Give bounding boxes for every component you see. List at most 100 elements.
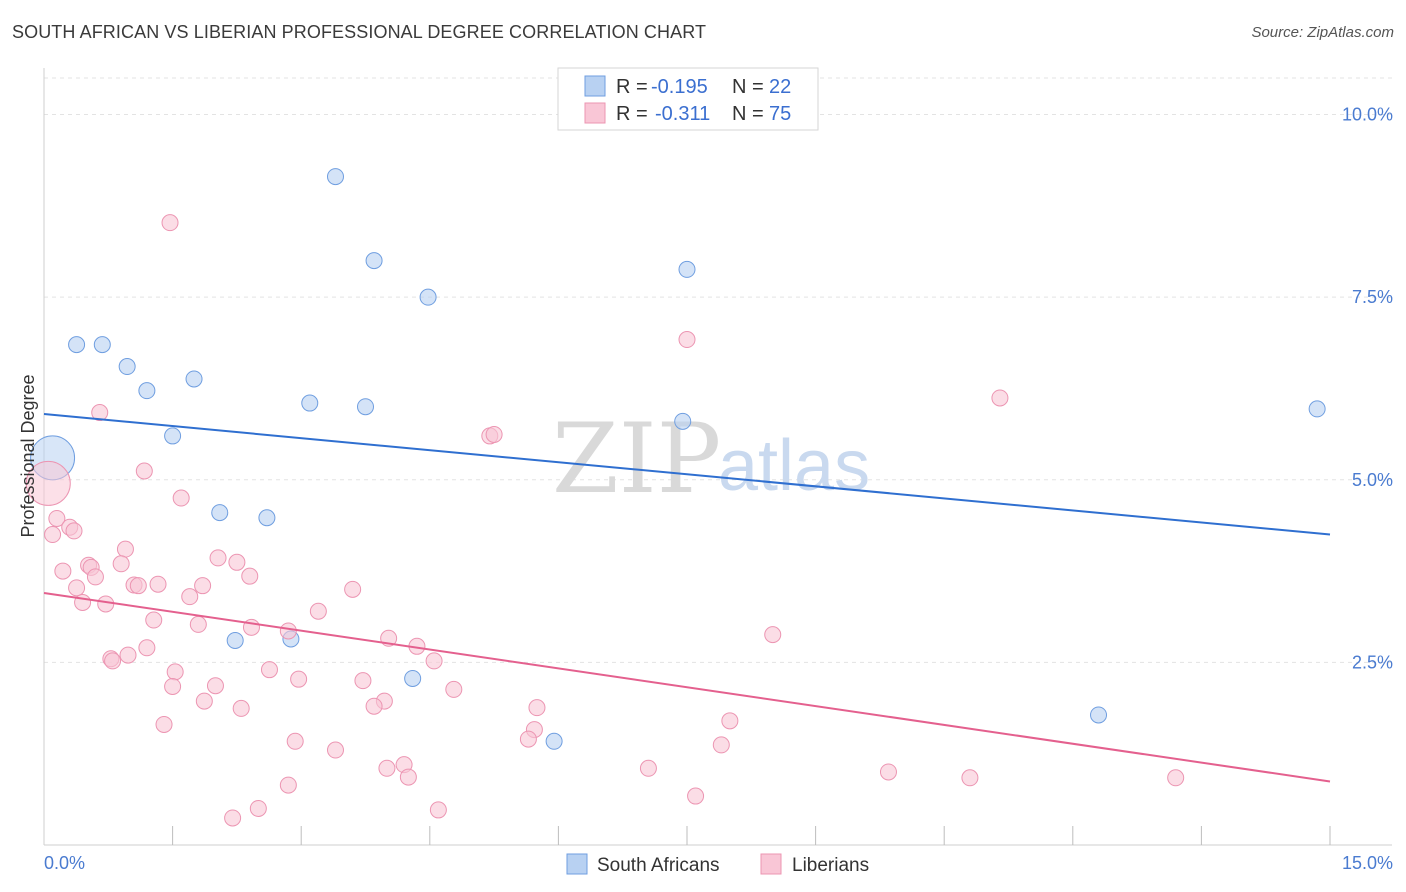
scatter-point (206, 677, 224, 695)
scatter-point (226, 631, 244, 649)
scatter-point (528, 699, 546, 717)
scatter-point (879, 763, 897, 781)
legend-r-value-blue: -0.195 (651, 76, 708, 98)
scatter-point (445, 680, 463, 698)
scatter-point (344, 580, 362, 598)
scatter-point (249, 799, 267, 817)
watermark: ZIP atlas (552, 403, 870, 515)
series-legend: South Africans Liberians (566, 853, 869, 876)
scatter-point (161, 214, 179, 232)
legend-swatch-south-africans (566, 853, 588, 875)
scatter-point (129, 577, 147, 595)
scatter-point (211, 504, 229, 522)
scatter-point (1167, 769, 1185, 787)
scatter-point (301, 394, 319, 412)
scatter-point (112, 555, 130, 573)
scatter-point (399, 768, 417, 786)
scatter-point (419, 288, 437, 306)
scatter-point (232, 699, 250, 717)
scatter-point (764, 626, 782, 644)
legend-n-value-pink: 75 (769, 103, 791, 125)
legend-r-value-pink: -0.311 (655, 103, 710, 125)
y-tick-labels: 2.5% 5.0% 7.5% 10.0% (1342, 105, 1393, 673)
scatter-point (25, 460, 71, 506)
watermark-zip: ZIP (552, 403, 721, 515)
scatter-point (166, 663, 184, 681)
scatter-point (185, 370, 203, 388)
source-label: Source: ZipAtlas.com (1251, 24, 1394, 41)
scatter-point (181, 588, 199, 606)
trend-lines (43, 413, 1331, 783)
scatter-point (119, 646, 137, 664)
scatter-point (991, 389, 1009, 407)
scatter-point (425, 652, 443, 670)
scatter-point (365, 697, 383, 715)
scatter-point (104, 652, 122, 670)
scatter-point (357, 398, 374, 416)
scatter-point (194, 577, 212, 595)
scatter-point (429, 801, 447, 819)
scatter-point (712, 736, 730, 754)
y-tick-label: 5.0% (1352, 470, 1393, 490)
legend-n-label-pink: N = (732, 103, 764, 125)
y-tick-label: 2.5% (1352, 652, 1393, 672)
scatter-point (378, 759, 396, 777)
legend-swatch-liberians (760, 853, 782, 875)
scatter-point (228, 553, 246, 571)
scatter-point (195, 692, 213, 710)
scatter-point (404, 669, 422, 687)
scatter-point (674, 412, 692, 430)
scatter-point (258, 509, 276, 527)
scatter-point (519, 730, 537, 748)
series-liberians-points (25, 214, 1185, 827)
scatter-point (961, 769, 979, 787)
scatter-point (224, 809, 242, 827)
scatter-point (1090, 706, 1108, 724)
scatter-point (326, 168, 344, 186)
scatter-point (286, 732, 304, 750)
scatter-point (279, 776, 297, 794)
scatter-point (1308, 400, 1326, 418)
scatter-point (118, 358, 136, 376)
legend-r-label-pink: R = (616, 103, 648, 125)
scatter-point (172, 489, 190, 507)
legend-label-liberians: Liberians (792, 855, 869, 876)
legend-r-label-blue: R = (616, 76, 648, 98)
scatter-point (189, 615, 207, 633)
scatter-point (354, 672, 372, 690)
scatter-point (149, 575, 167, 593)
scatter-point (241, 567, 259, 585)
scatter-point (164, 427, 182, 445)
scatter-point (260, 661, 278, 679)
scatter-point (48, 509, 66, 527)
scatter-point (309, 602, 327, 620)
scatter-point (68, 336, 86, 354)
y-tick-label: 10.0% (1342, 105, 1393, 125)
scatter-point (155, 715, 173, 733)
trend-line-liberians (43, 591, 1331, 783)
scatter-point (678, 331, 696, 349)
scatter-point (721, 712, 739, 730)
chart-title: SOUTH AFRICAN VS LIBERIAN PROFESSIONAL D… (12, 22, 707, 42)
scatter-point (97, 595, 115, 613)
scatter-point (91, 404, 109, 422)
scatter-point (687, 787, 705, 805)
scatter-point (164, 677, 182, 695)
scatter-point (545, 732, 563, 750)
legend-n-value-blue: 22 (769, 76, 791, 98)
scatter-point (135, 462, 153, 480)
scatter-point (326, 741, 344, 759)
y-tick-label: 7.5% (1352, 287, 1393, 307)
trend-line-south-africans (43, 413, 1331, 536)
scatter-point (68, 579, 86, 597)
legend-label-south-africans: South Africans (597, 855, 720, 876)
scatter-point (65, 522, 83, 540)
legend-swatch-pink (584, 102, 606, 124)
scatter-point (138, 639, 156, 657)
correlation-legend: R = -0.195 N = 22 R = -0.311 N = 75 (557, 67, 819, 131)
scatter-point (678, 260, 696, 278)
scatter-point (116, 540, 134, 558)
scatter-point (365, 252, 383, 270)
scatter-point (639, 759, 657, 777)
